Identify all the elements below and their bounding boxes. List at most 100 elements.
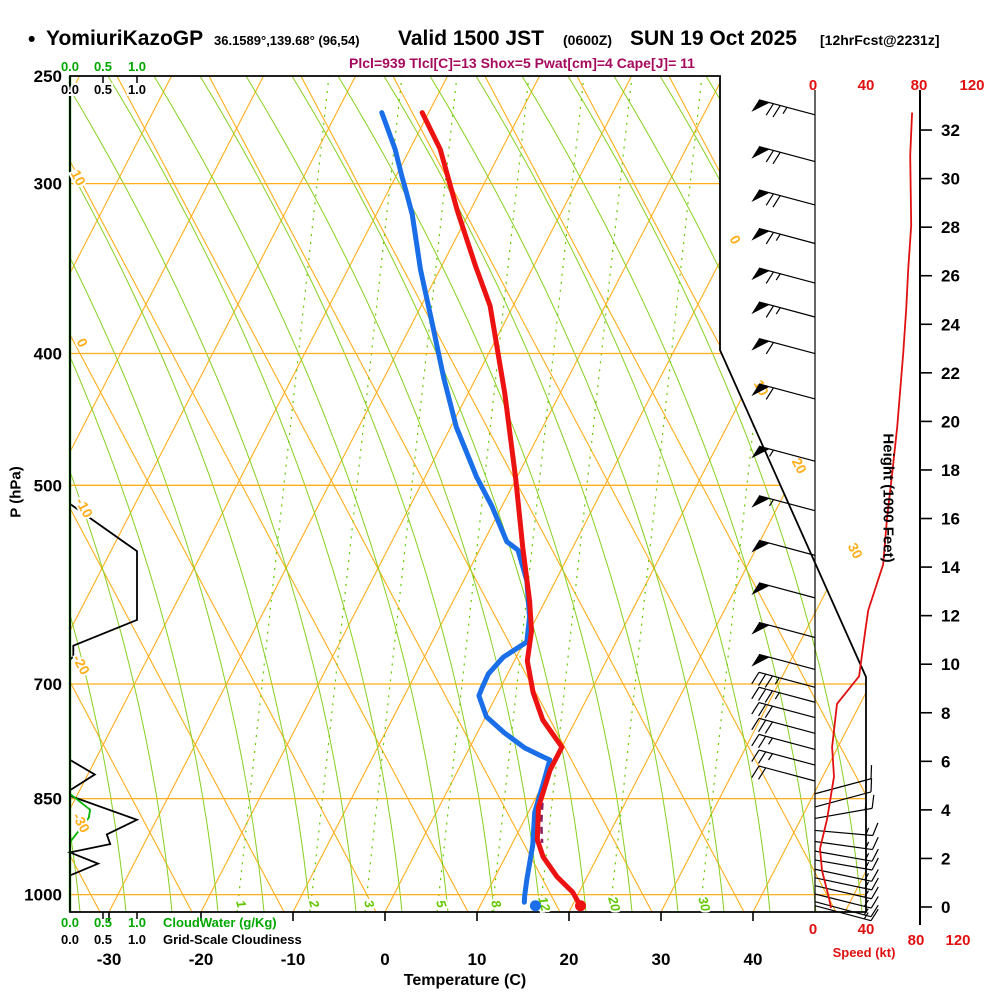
wind-barb — [758, 765, 816, 782]
isotherm-label-left: -10 — [73, 495, 97, 521]
moist-adiabat-line — [70, 76, 357, 912]
pressure-tick-label: 250 — [34, 67, 62, 86]
wind-barb — [758, 189, 816, 206]
wind-barb-full — [758, 735, 767, 749]
isotherm-line — [292, 76, 725, 912]
wind-barb-pennant — [751, 654, 770, 667]
cloudiness-axis-label: Grid-Scale Cloudiness — [163, 932, 302, 947]
pressure-tick-label: 400 — [34, 345, 62, 364]
wind-barb-full — [751, 672, 760, 685]
wind-barb — [758, 749, 816, 766]
mixing-ratio-label: 20 — [605, 894, 624, 914]
height-tick-label: 24 — [941, 315, 960, 334]
speed-tick-label-top: 80 — [911, 77, 928, 94]
speed-axis-title: Speed (kt) — [832, 945, 896, 960]
wind-barb-full — [765, 342, 774, 355]
height-tick-label: 8 — [941, 704, 950, 723]
wind-barb-half — [774, 677, 780, 685]
isotherm-label-left: 0 — [74, 335, 92, 350]
mixing-ratio-label: 1 — [233, 898, 249, 909]
cloudiness-scale-bottom: 0.0 — [61, 932, 79, 947]
moist-adiabat-line — [245, 76, 541, 912]
wind-barb-half — [768, 499, 774, 507]
wind-barb-half — [864, 881, 870, 889]
wind-barb-half — [863, 899, 869, 907]
moist-adiabat-line — [567, 76, 863, 912]
wind-barb-pennant — [751, 228, 770, 241]
wind-barb — [758, 733, 816, 750]
wind-barb-full — [871, 848, 879, 862]
wind-barb-half — [863, 912, 869, 920]
wind-barb-pennant — [751, 268, 770, 281]
isotherm-label-right: 0 — [727, 232, 745, 247]
mixing-ratio-line — [236, 76, 330, 912]
valid-date-label: SUN 19 Oct 2025 — [630, 27, 797, 50]
station-coordinates: 36.1589°,139.68° (96,54) — [214, 33, 360, 48]
sounding-indices-line: Plcl=939 Tlcl[C]=13 Shox=5 Pwat[cm]=4 Ca… — [349, 55, 695, 71]
wind-barb-half — [768, 753, 774, 761]
wind-barb-half — [864, 802, 867, 810]
wind-barb-full — [765, 305, 774, 318]
moist-adiabat-line — [107, 76, 403, 912]
speed-tick-label-top: 40 — [858, 77, 875, 94]
moist-adiabat-line — [70, 76, 311, 912]
temperature-tick-label: -20 — [189, 950, 214, 969]
dry-adiabat-line — [70, 76, 469, 912]
cloudwater-scale-top: 1.0 — [128, 59, 146, 74]
pressure-tick-label: 500 — [34, 476, 62, 495]
wind-barb-pennant — [751, 540, 770, 553]
wind-barb-full — [751, 734, 760, 747]
forecast-run-label: [12hrFcst@2231z] — [820, 32, 940, 48]
wind-barb-full — [871, 837, 879, 850]
cloudiness-scale-top: 0.0 — [61, 82, 79, 97]
wind-barb — [814, 905, 872, 922]
wind-barb-full — [765, 387, 774, 400]
mixing-ratio-labels: 1 2 3 5 8 12 20 30 — [231, 892, 715, 916]
wind-barb-full — [764, 705, 774, 719]
height-tick-label: 28 — [941, 218, 960, 237]
temperature-labels: -30 -20 -10 0 10 20 30 40 — [97, 950, 763, 969]
wind-barb-full — [772, 105, 781, 118]
moist-adiabat-line — [70, 76, 127, 912]
title-bullet: • — [28, 28, 36, 51]
wind-barb-half — [864, 853, 870, 861]
wind-barb-full — [751, 717, 760, 731]
wind-barb-pennant — [751, 384, 770, 397]
wind-barb-pennant — [751, 302, 770, 315]
axis-ticks — [102, 76, 754, 921]
wind-barb-full — [772, 195, 781, 208]
wind-barb — [758, 495, 816, 512]
speed-tick-label-top: 120 — [959, 77, 984, 94]
cloudwater-scale-top: 0.0 — [61, 59, 79, 74]
isotherm-line — [384, 76, 817, 912]
height-axis-title: Height (1000 Feet) — [879, 433, 897, 563]
isotherm-line — [70, 76, 173, 912]
wind-barb — [758, 702, 816, 719]
wind-barb — [814, 791, 872, 808]
cloudwater-scale-top: 0.5 — [94, 59, 112, 74]
pressure-axis-title: P (hPa) — [7, 466, 25, 518]
wind-barb-full — [870, 908, 879, 922]
wind-barb — [814, 885, 872, 900]
speed-tick-label-top: 0 — [809, 77, 817, 94]
wind-barb-pennant — [751, 446, 770, 459]
mixing-ratio-label: 3 — [361, 898, 378, 910]
moist-adiabat-line — [890, 76, 1000, 912]
dry-adiabat-line — [668, 76, 866, 912]
grid-scale-cloudiness-profile — [66, 503, 140, 877]
moist-adiabat-line — [70, 76, 219, 912]
wind-barb — [814, 893, 872, 909]
isotherm-line — [108, 76, 541, 912]
wind-barb-full — [872, 822, 879, 836]
wind-barb — [758, 582, 816, 599]
isotherm-line — [844, 76, 866, 912]
wind-barb-full — [764, 675, 774, 688]
wind-barb-half — [864, 841, 870, 849]
wind-barb-half — [864, 861, 870, 870]
isotherm-line — [660, 76, 866, 912]
wind-barb-pennant — [751, 146, 770, 159]
isotherm-label-right: 20 — [789, 455, 811, 476]
height-tick-label: 12 — [941, 607, 960, 626]
wind-barb — [758, 671, 816, 688]
